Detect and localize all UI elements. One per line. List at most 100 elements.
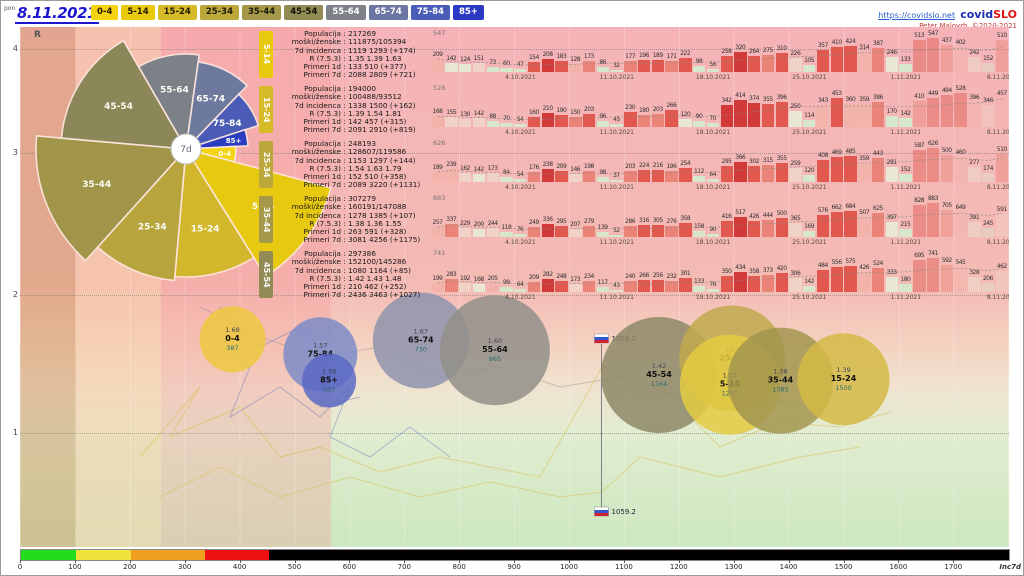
stat-row: 7d incidenca : 1278 1385 (+107) <box>294 210 416 220</box>
daily-bar <box>445 117 458 127</box>
bubble-15-24[interactable] <box>797 333 890 426</box>
legend-button-45-54[interactable]: 45-54 <box>284 5 324 20</box>
bubble-0-4[interactable] <box>199 306 266 373</box>
strip-date-label: 8.11.2021 <box>986 184 1009 191</box>
bubble-r-value: 1.39 <box>836 366 850 374</box>
daily-value-label: 524 <box>872 259 883 267</box>
bubble-85+[interactable] <box>302 353 357 408</box>
daily-value-label: 453 <box>831 89 842 97</box>
panel-stats-35-44: Populacija : 307279 moški/ženske : 160191… <box>279 194 429 245</box>
bubble-age-label: 75-84 <box>308 349 334 358</box>
daily-bar <box>514 69 527 72</box>
legend-button-0-4[interactable]: 0-4 <box>91 5 119 20</box>
r-axis-label-4: 4 <box>12 44 18 53</box>
date-display[interactable]: 8.11.2021 <box>15 4 99 24</box>
trajectory-line <box>139 366 891 478</box>
bubble-inc-value: 1385 <box>772 386 789 394</box>
daily-bar <box>514 234 527 237</box>
panel-chip-45-54[interactable]: 45-54 <box>259 251 273 298</box>
legend-button-35-44[interactable]: 35-44 <box>242 5 282 20</box>
daily-bar <box>541 279 554 292</box>
legend-button-65-74[interactable]: 65-74 <box>368 5 408 20</box>
stat-row: Primeri 1d : 152 510 (+358) <box>303 172 407 182</box>
daily-bar <box>486 121 499 127</box>
daily-value-label: 180 <box>900 275 911 283</box>
daily-value-label: 449 <box>927 90 938 98</box>
legend-button-15-24[interactable]: 15-24 <box>157 5 197 20</box>
daily-value-label: 189 <box>432 163 443 171</box>
rose-slice-75-84[interactable] <box>185 93 260 150</box>
legend-button-75-84[interactable]: 75-84 <box>410 5 450 20</box>
daily-bar <box>720 165 733 182</box>
stat-row: moški/ženske : 160191/147088 <box>291 202 407 212</box>
incidence-colorbar <box>20 549 1011 561</box>
daily-bar <box>899 173 912 182</box>
daily-value-label: 513 <box>914 32 925 40</box>
site-url-link[interactable]: https://covidslo.net <box>878 11 956 20</box>
rose-slice-label: 15-24 <box>191 225 220 235</box>
stat-row: moški/ženske : 100488/93512 <box>291 92 402 102</box>
rose-slice-65-74[interactable] <box>184 60 249 152</box>
daily-bar <box>803 285 816 292</box>
stat-row: R (7.5.3) : 1.54 1.63 1.79 <box>309 163 402 173</box>
daily-bar <box>830 211 843 237</box>
bubble-age-label: 85+ <box>320 376 338 385</box>
header-links: https://covidslo.net covidSLO Peter Malo… <box>878 3 1017 31</box>
daily-value-label: 168 <box>432 108 443 116</box>
rose-slice-85+[interactable] <box>185 128 249 150</box>
daily-bar <box>981 227 995 237</box>
daily-value-label: 517 <box>735 209 746 217</box>
daily-bar <box>981 172 995 182</box>
bubble-r-value: 1.57 <box>313 341 327 349</box>
x-tick <box>514 560 516 563</box>
daily-value-label: 169 <box>804 222 815 230</box>
rose-slice-15-24[interactable] <box>173 146 255 278</box>
rose-slice-label: 85+ <box>226 137 242 145</box>
rose-slice-45-54[interactable] <box>60 39 188 150</box>
stat-row: Primeri 7d : 2088 2809 (+721) <box>303 70 416 80</box>
panel-chip-35-44[interactable]: 35-44 <box>259 196 273 243</box>
strip-date-label: 11.10.2021 <box>599 184 634 191</box>
legend-button-25-34[interactable]: 25-34 <box>199 5 240 20</box>
colorbar-segment <box>204 550 270 560</box>
bubble-55-64[interactable] <box>439 295 550 406</box>
r-axis-label-2: 2 <box>12 290 18 299</box>
daily-bar <box>596 66 610 72</box>
daily-bar <box>665 61 678 72</box>
strip-date-label: 11.10.2021 <box>599 239 634 246</box>
panel-chip-25-34[interactable]: 25-34 <box>259 141 273 188</box>
strip-max-label: 528 <box>433 84 446 92</box>
daily-value-label: 226 <box>790 49 801 57</box>
daily-value-label: 437 <box>941 36 952 44</box>
panel-chip-5-14[interactable]: 5-14 <box>259 31 273 78</box>
daily-value-label: 245 <box>982 219 993 227</box>
rose-slice-25-34[interactable] <box>96 146 188 282</box>
daily-value-label: 120 <box>804 167 815 175</box>
daily-value-label: 695 <box>914 252 925 260</box>
stat-row: R (7.5.3) : 1.35 1.39 1.63 <box>309 53 402 63</box>
daily-bar <box>665 171 678 182</box>
daily-bar <box>610 235 623 237</box>
daily-bar <box>858 217 871 237</box>
legend-button-5-14[interactable]: 5-14 <box>121 5 155 20</box>
daily-bar <box>940 95 954 127</box>
rose-slice-35-44[interactable] <box>35 135 188 262</box>
age-panel-45-54: 45-54 Populacija : 297386 moški/ženske : 1… <box>259 249 1009 302</box>
legend-button-55-64[interactable]: 55-64 <box>326 5 366 20</box>
panel-chip-15-24[interactable]: 15-24 <box>259 86 273 133</box>
age-panel-25-34: 25-34 Populacija : 248193 moški/ženske : 1… <box>259 139 1009 192</box>
daily-bar <box>500 68 513 72</box>
daily-bar <box>995 270 1009 292</box>
stat-row: Populacija : 307279 <box>304 194 376 203</box>
legend-button-85+[interactable]: 85+ <box>452 5 484 20</box>
rose-slice-label: 45-54 <box>104 102 133 112</box>
bubble-age-label: 15-24 <box>831 374 857 383</box>
daily-bar <box>665 226 678 237</box>
daily-value-label: 592 <box>941 256 952 264</box>
bubble-age-label: 65-74 <box>408 336 434 345</box>
daily-bar <box>472 117 486 127</box>
daily-bar <box>858 103 871 127</box>
daily-value-label: 174 <box>982 164 993 172</box>
daily-value-label: 37 <box>613 172 620 179</box>
colorbar-segment <box>269 550 1010 560</box>
